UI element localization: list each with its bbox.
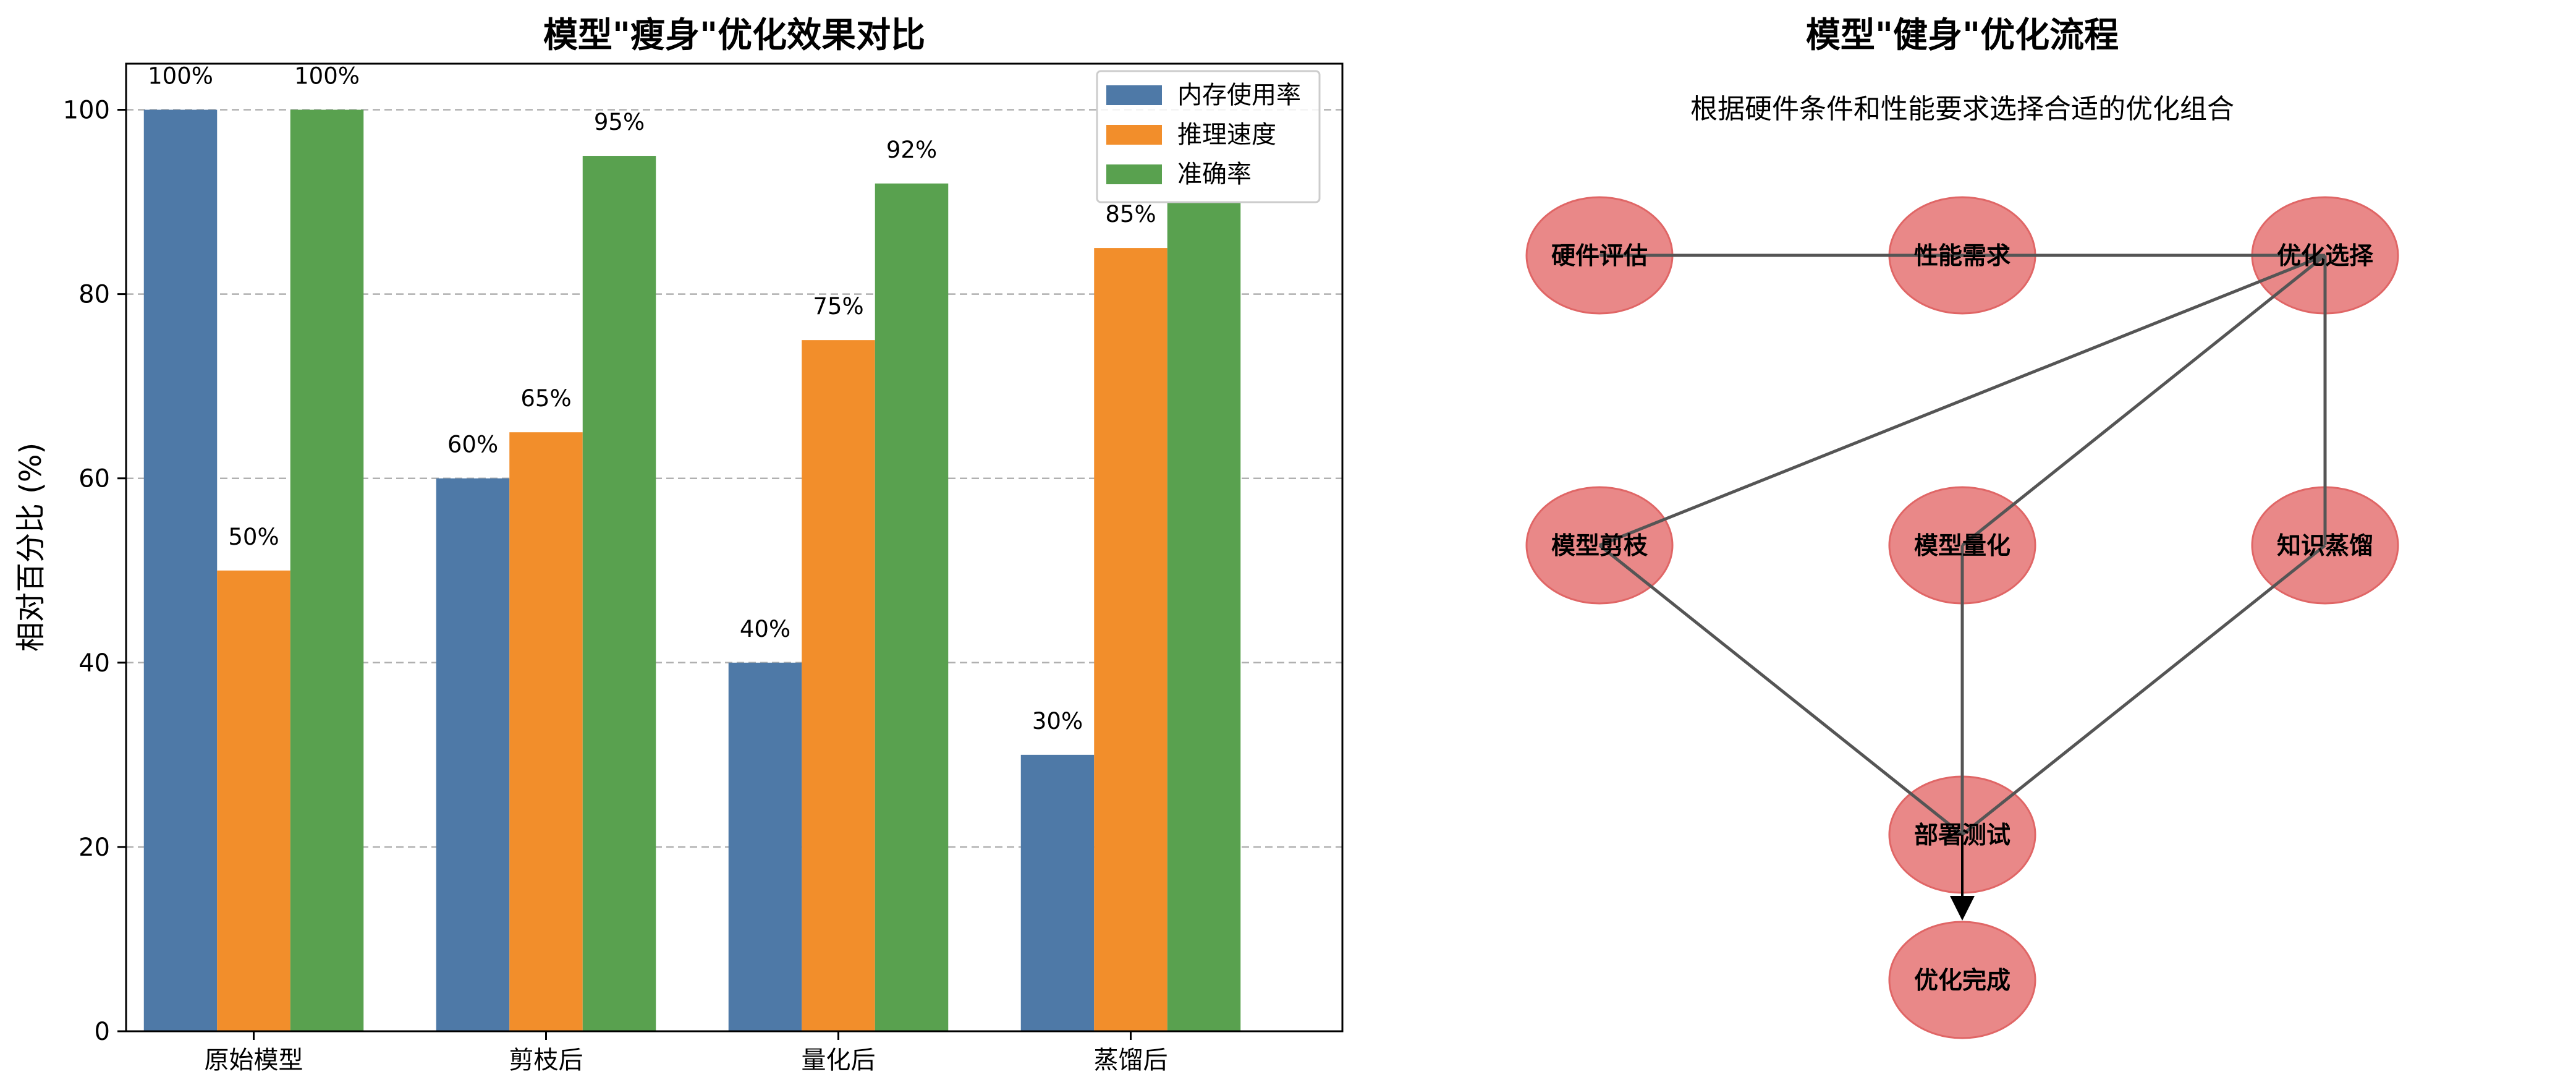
flow-node-label: 硬件评估 <box>1551 242 1648 270</box>
bar-chart-x-ticks: 原始模型 剪枝后 量化后 蒸馏后 <box>205 1031 1168 1075</box>
y-tick-label: 60 <box>78 465 110 493</box>
flow-node-label: 优化选择 <box>2277 242 2374 270</box>
bar <box>728 662 802 1031</box>
bar-value-label: 40% <box>740 616 790 642</box>
legend-label: 准确率 <box>1177 160 1252 189</box>
bar-value-label: 75% <box>813 293 863 320</box>
bar <box>436 478 510 1031</box>
bar-chart-y-ticks: 0 20 40 60 80 100 <box>63 96 126 1046</box>
bar-chart-bars <box>143 109 1241 1032</box>
flow-diagram: 模型"健身"优化流程 根据硬件条件和性能要求选择合适的优化组合 硬件评估 性能需求… <box>1525 15 2399 1039</box>
bar <box>1167 202 1241 1032</box>
y-tick-label: 0 <box>95 1018 110 1046</box>
bar-value-label: 65% <box>520 385 571 412</box>
bar <box>217 570 290 1031</box>
flow-node-label: 模型量化 <box>1914 532 2010 560</box>
bar-value-label: 95% <box>594 109 645 135</box>
bar-value-label: 85% <box>1105 201 1156 228</box>
y-tick-label: 20 <box>78 833 110 862</box>
bar <box>290 109 364 1031</box>
bar-value-label: 60% <box>447 432 498 458</box>
flow-edge <box>1598 544 1964 836</box>
bar <box>582 156 656 1032</box>
flow-node-label: 部署测试 <box>1914 822 2010 849</box>
bar-value-label: 100% <box>294 63 360 90</box>
bar-chart: 模型"瘦身"优化效果对比 100%60%40%30%50%65%75%85%10… <box>14 15 1344 1075</box>
bar-chart-title: 模型"瘦身"优化效果对比 <box>543 15 925 56</box>
flow-diagram-edges <box>1598 253 2327 921</box>
bar-value-label: 100% <box>148 63 213 90</box>
flow-edge <box>1599 253 2326 547</box>
bar <box>1094 248 1167 1032</box>
flow-edge <box>1961 544 2326 836</box>
flow-diagram-subtitle: 根据硬件条件和性能要求选择合适的优化组合 <box>1690 93 2234 125</box>
bar <box>1020 754 1095 1031</box>
bar-value-label: 50% <box>228 524 279 550</box>
y-tick-label: 80 <box>78 281 110 309</box>
flow-node-label: 知识蒸馏 <box>2277 532 2373 560</box>
legend-label: 内存使用率 <box>1177 81 1301 109</box>
flow-node-label: 模型剪枝 <box>1551 532 1648 560</box>
bar-value-label: 92% <box>886 137 937 163</box>
bar-chart-y-axis-label: 相对百分比 (%) <box>14 443 48 652</box>
x-tick-label: 剪枝后 <box>509 1046 583 1075</box>
legend-swatch <box>1106 85 1162 105</box>
bar-value-label: 30% <box>1032 708 1083 734</box>
bar <box>509 432 583 1031</box>
bar-chart-axes-frame <box>125 62 1344 1033</box>
flow-node-label: 优化完成 <box>1914 967 2010 995</box>
y-tick-label: 40 <box>78 649 110 678</box>
legend-label: 推理速度 <box>1177 121 1276 149</box>
x-tick-label: 原始模型 <box>205 1046 303 1075</box>
flow-node <box>1888 921 2036 1039</box>
bar-chart-value-labels: 100% 60% 40% 30% 50% 65% 75% 85% 100% 95% 92% <box>148 63 1156 734</box>
legend-swatch <box>1106 164 1162 184</box>
flow-edge <box>1961 254 2326 547</box>
flow-diagram-title: 模型"健身"优化流程 <box>1806 15 2119 56</box>
x-tick-label: 量化后 <box>802 1046 876 1075</box>
bar <box>875 183 949 1031</box>
y-tick-label: 100 <box>63 96 110 125</box>
bar <box>143 109 218 1031</box>
flow-node-label: 性能需求 <box>1914 242 2010 270</box>
legend-swatch <box>1106 125 1162 145</box>
bar <box>802 340 875 1032</box>
x-tick-label: 蒸馏后 <box>1094 1046 1168 1075</box>
